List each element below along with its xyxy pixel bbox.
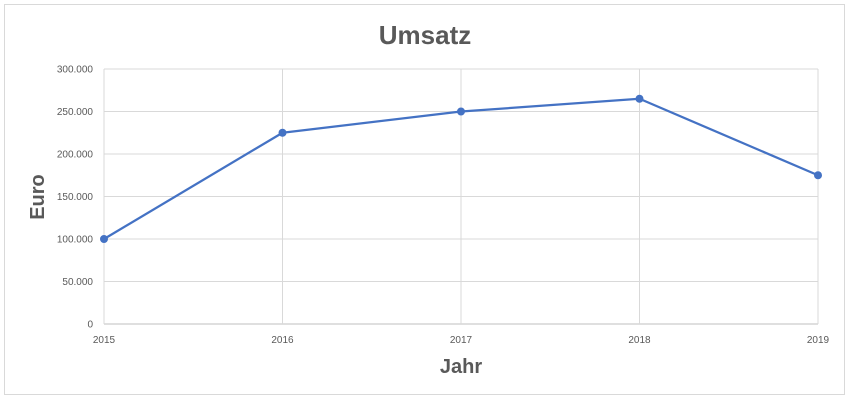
y-axis-ticks: 0 50.000 100.000 150.000 200.000 250.000 300.0… <box>57 65 94 331</box>
y-tick-label: 200.000 <box>57 150 94 161</box>
series-group <box>100 94 822 243</box>
x-tick-label: 2017 <box>450 335 473 346</box>
y-axis-title: Euro <box>27 174 49 220</box>
x-tick-label: 2016 <box>271 335 294 346</box>
data-point <box>457 107 465 116</box>
data-point <box>814 171 822 180</box>
y-tick-label: 100.000 <box>57 235 94 246</box>
gridlines <box>103 68 819 325</box>
y-tick-label: 0 <box>87 320 93 331</box>
y-tick-label: 250.000 <box>57 107 94 118</box>
x-tick-label: 2019 <box>807 335 830 346</box>
y-tick-label: 50.000 <box>62 277 93 288</box>
x-axis-title: Jahr <box>440 356 482 378</box>
x-tick-label: 2018 <box>628 335 651 346</box>
chart-title: Umsatz <box>379 20 471 50</box>
data-point <box>100 235 108 243</box>
data-point <box>635 94 644 103</box>
y-tick-label: 300.000 <box>57 65 94 76</box>
x-tick-label: 2015 <box>93 335 116 346</box>
data-point <box>278 128 287 137</box>
x-axis-ticks: 2015 2016 2017 2018 2019 <box>93 335 830 346</box>
y-tick-label: 150.000 <box>57 192 94 203</box>
